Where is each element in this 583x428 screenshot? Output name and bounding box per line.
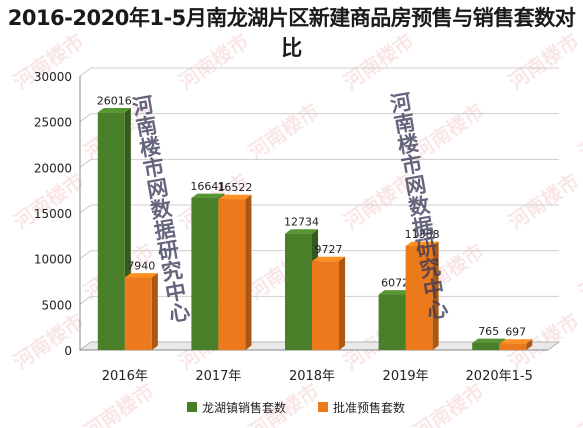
watermark-bg-text: 河南楼市 — [339, 29, 418, 95]
bar-side — [432, 241, 439, 350]
grid-depth-line — [79, 67, 92, 77]
watermark-bg-text: 河南楼市 — [504, 29, 583, 95]
bar-side — [151, 273, 158, 350]
watermark-bg-text: 河南楼市 — [574, 379, 583, 428]
bar-top — [191, 193, 225, 199]
y-tick-label: 5000 — [41, 298, 72, 312]
bar-top — [378, 290, 412, 295]
y-tick-label: 20000 — [34, 161, 72, 175]
bar-side — [245, 194, 252, 350]
legend-label: 龙湖镇销售套数 — [202, 400, 286, 415]
watermark-bg-text: 河南楼市 — [574, 99, 583, 165]
data-label: 7940 — [127, 259, 155, 272]
bar-sales — [472, 343, 500, 350]
bar-presale — [124, 277, 152, 350]
data-label: 26016 — [97, 94, 132, 107]
data-label: 12734 — [284, 216, 319, 229]
x-tick-label: 2018年 — [289, 369, 335, 384]
data-label: 765 — [478, 325, 499, 338]
watermark-bg-text: 河南楼市 — [9, 169, 88, 235]
bar-side — [339, 256, 346, 350]
bar-presale — [499, 343, 527, 350]
bar-top — [97, 107, 131, 113]
grid-depth-line — [79, 204, 92, 214]
bar-presale — [312, 261, 339, 350]
x-tick-label: 2017年 — [195, 369, 241, 384]
grid-depth-line — [79, 295, 92, 305]
watermark-bg-text: 河南楼市 — [174, 29, 253, 95]
legend-swatch — [318, 402, 328, 412]
legend-swatch — [187, 402, 197, 412]
bar-top — [285, 229, 319, 234]
y-tick-label: 25000 — [34, 116, 72, 130]
watermark-bg-text: 河南楼市 — [9, 309, 88, 375]
watermark-bg-text: 河南楼市 — [244, 99, 323, 165]
y-tick-label: 15000 — [34, 207, 72, 221]
grid-depth-line — [79, 158, 92, 168]
data-label: 9727 — [315, 243, 343, 256]
x-tick-label: 2020年1-5 — [466, 369, 533, 384]
data-label: 16522 — [217, 181, 252, 194]
bar-presale — [405, 245, 433, 350]
bar-top — [124, 273, 158, 278]
data-label: 6072 — [381, 277, 409, 290]
bar-top — [312, 256, 346, 262]
y-tick-label: 30000 — [34, 70, 72, 84]
data-label: 11388 — [405, 228, 440, 241]
bar-sales — [378, 294, 406, 350]
bar-top — [218, 194, 252, 200]
watermark-bg-text: 河南楼市 — [574, 239, 583, 305]
data-label: 697 — [505, 326, 526, 339]
y-tick-label: 0 — [64, 344, 72, 358]
y-tick-label: 10000 — [34, 253, 72, 267]
x-tick-label: 2016年 — [102, 369, 148, 384]
bar-top — [499, 339, 533, 344]
watermark-bg-text: 河南楼市 — [409, 379, 488, 428]
watermark-bg-text: 河南楼市 — [9, 29, 88, 95]
bar-side — [526, 339, 533, 350]
bar-sales — [191, 198, 219, 350]
bar-top — [405, 241, 439, 246]
watermark-bg-text: 河南楼市 — [504, 169, 583, 235]
grid-depth-line — [79, 113, 92, 123]
bar-presale — [218, 199, 246, 350]
bar-sales — [285, 233, 312, 350]
legend-label: 批准预售套数 — [333, 400, 405, 415]
x-tick-label: 2019年 — [383, 369, 429, 384]
grid-depth-line — [79, 250, 92, 260]
bar-top — [472, 338, 506, 344]
watermark-bg-text: 河南楼市 — [79, 379, 158, 428]
data-label: 16641 — [190, 180, 225, 193]
chart-title: 2016-2020年1-5月南龙湖片区新建商品房预售与销售套数对比 — [7, 6, 576, 60]
bar-sales — [97, 112, 125, 350]
